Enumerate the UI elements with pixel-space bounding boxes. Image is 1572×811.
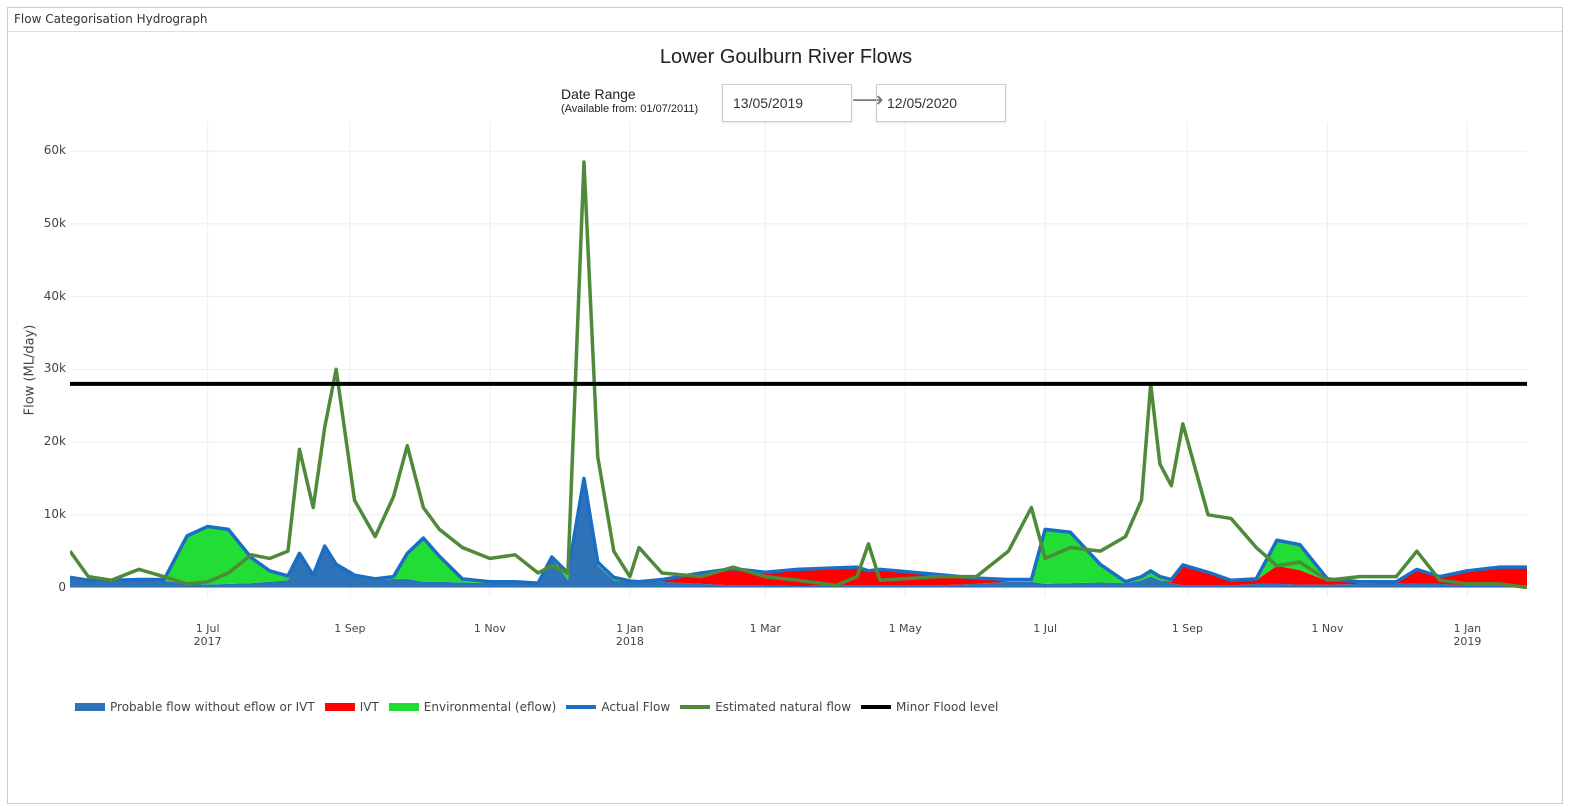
x-tick-label: 1 Jul 2017	[193, 622, 222, 648]
end-date-input[interactable]: 12/05/2020	[876, 84, 1006, 122]
legend-swatch	[324, 703, 355, 711]
line	[70, 476, 1527, 585]
chart-title: Lower Goulburn River Flows	[659, 46, 913, 68]
x-tick-label: 1 Nov	[473, 622, 506, 635]
legend-label: Estimated natural flow	[715, 700, 852, 714]
legend-swatch	[861, 705, 892, 709]
legend-item: Probable flow without eflow or IVT	[75, 700, 315, 714]
date-range-available: (Available from: 01/07/2011)	[561, 103, 699, 115]
x-tick-label: 1 Mar	[749, 622, 781, 635]
y-tick-label: 20k	[43, 434, 66, 449]
legend-swatch	[388, 703, 419, 711]
x-tick-label: 1 Jan 2018	[615, 622, 644, 648]
legend: Probable flow without eflow or IVT IVT Env…	[75, 700, 1008, 714]
y-tick-label: 40k	[43, 288, 66, 303]
start-date-input[interactable]: 13/05/2019	[722, 84, 852, 122]
panel-title: Flow Categorisation Hydrograph	[8, 8, 1562, 32]
x-tick-label: 1 Jul	[1033, 622, 1058, 635]
panel: Flow Categorisation Hydrograph	[7, 7, 1563, 804]
date-range-label: Date Range	[561, 86, 636, 102]
legend-item: Minor Flood level	[861, 700, 998, 714]
x-tick-label: 1 Nov	[1311, 622, 1344, 635]
stacked-area	[70, 478, 1527, 585]
y-tick-label: 0	[58, 579, 66, 594]
legend-label: IVT	[359, 700, 379, 714]
legend-item: IVT	[324, 700, 379, 714]
y-tick-label: 60k	[43, 143, 66, 158]
legend-label: Minor Flood level	[896, 700, 999, 714]
x-tick-label: 1 Jan 2019	[1453, 622, 1482, 648]
legend-label: Probable flow without eflow or IVT	[110, 700, 315, 714]
legend-item: Environmental (eflow)	[388, 700, 557, 714]
legend-swatch	[75, 703, 105, 711]
y-tick-label: 30k	[43, 361, 66, 376]
legend-label: Actual Flow	[601, 700, 671, 714]
x-tick-label: 1 Sep	[334, 622, 366, 635]
x-tick-label: 1 Sep	[1171, 622, 1204, 635]
legend-item: Estimated natural flow	[680, 700, 851, 714]
line	[70, 160, 1527, 590]
legend-label: Environmental (eflow)	[423, 700, 557, 714]
y-tick-label: 10k	[43, 506, 66, 521]
legend-swatch	[566, 705, 597, 709]
legend-item: Actual Flow	[566, 700, 670, 714]
plot-area	[70, 160, 1527, 590]
y-tick-label: 50k	[43, 215, 66, 230]
legend-swatch	[680, 705, 711, 709]
arrow-icon: ⟶	[852, 88, 884, 113]
x-tick-label: 1 May	[888, 622, 922, 635]
